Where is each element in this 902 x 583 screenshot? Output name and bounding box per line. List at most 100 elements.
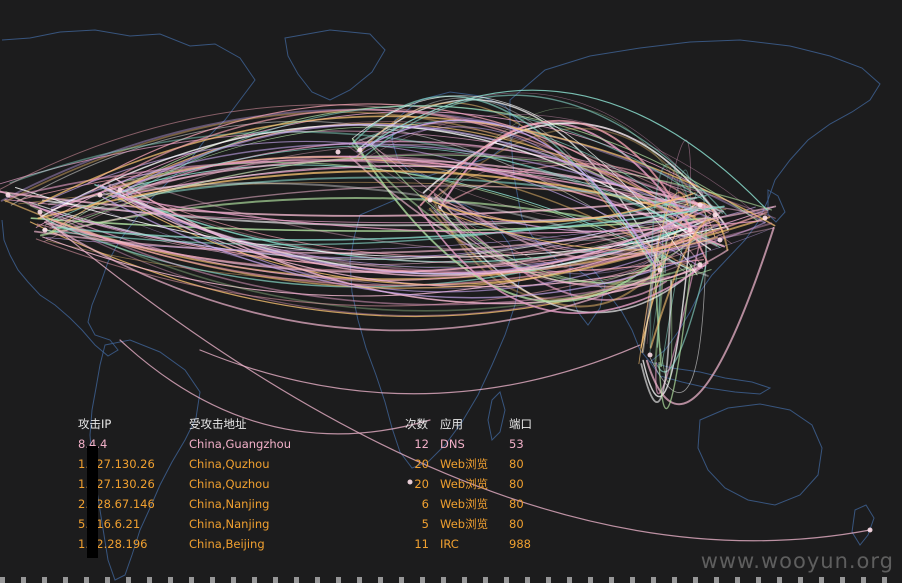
australia-outline <box>697 403 823 506</box>
attack-arc <box>357 98 663 268</box>
row-application: IRC <box>440 537 459 551</box>
attack-arc <box>46 154 773 235</box>
attack-node <box>712 212 718 218</box>
attack-node <box>697 202 703 208</box>
attack-arc <box>367 141 712 285</box>
attack-arc <box>356 119 657 267</box>
attack-arc <box>658 263 692 410</box>
row-attack-ip: 8.4.4 <box>78 437 108 451</box>
attack-arc <box>37 170 696 220</box>
attack-arc <box>29 202 671 306</box>
attack-arc <box>654 249 665 367</box>
attack-node <box>97 192 103 198</box>
row-count: 11 <box>414 537 429 551</box>
attack-arc <box>50 216 707 274</box>
attack-arc <box>360 94 727 216</box>
attack-arc <box>8 159 694 209</box>
row-port: 80 <box>509 457 524 471</box>
table-header: 攻击IP 受攻击地址 次数 应用 端口 <box>78 414 548 434</box>
row-application: Web浏览 <box>440 497 489 511</box>
attack-arc <box>437 204 697 314</box>
attack-arc <box>371 143 729 256</box>
attack-arc <box>433 209 696 285</box>
attack-arc <box>0 130 701 197</box>
row-port: 80 <box>509 517 524 531</box>
ip-redaction-bar <box>87 446 98 558</box>
row-target-address: China,Beijing <box>189 537 265 551</box>
attack-arc <box>33 205 698 259</box>
attack-arc <box>44 221 661 332</box>
attack-arc <box>51 155 726 248</box>
row-port: 80 <box>509 477 524 491</box>
attack-arc <box>36 209 770 272</box>
attack-node <box>717 237 723 243</box>
row-target-address: China,Nanjing <box>189 517 270 531</box>
row-application: Web浏览 <box>440 477 489 491</box>
attack-arc <box>657 265 707 373</box>
attack-arc <box>649 218 729 349</box>
attack-arc <box>351 95 698 276</box>
attack-arc <box>116 158 725 213</box>
attack-arc <box>361 114 755 213</box>
attack-arc <box>127 105 724 214</box>
attack-arc <box>351 138 659 303</box>
row-application: Web浏览 <box>440 457 489 471</box>
attack-node <box>427 197 433 203</box>
table-row: 1.227.130.26 China,Quzhou 20 Web浏览 80 <box>78 454 548 474</box>
attack-arc <box>39 214 871 542</box>
row-target-address: China,Guangzhou <box>189 437 291 451</box>
attack-arc <box>91 108 701 238</box>
attack-arc <box>430 206 691 275</box>
attack-arc <box>199 344 641 395</box>
row-count: 12 <box>414 437 429 451</box>
row-application: Web浏览 <box>440 517 489 531</box>
attack-node-layer <box>5 147 873 533</box>
attack-node <box>657 267 663 273</box>
attack-node <box>5 192 11 198</box>
attack-arc <box>30 217 712 232</box>
attack-arc <box>434 127 694 199</box>
attack-arc <box>105 189 773 273</box>
attack-node <box>867 527 873 533</box>
indonesia-outline <box>648 361 772 395</box>
attack-arc <box>436 208 719 251</box>
attack-node <box>37 209 43 215</box>
attack-arc <box>645 226 775 406</box>
table-row: 8.4.4 China,Guangzhou 12 DNS 53 <box>78 434 548 454</box>
attack-node <box>335 149 341 155</box>
attack-node <box>357 147 363 153</box>
europe-outline <box>391 91 521 177</box>
south-america-outline <box>89 339 201 581</box>
attack-arc <box>0 104 713 215</box>
row-count: 20 <box>414 477 429 491</box>
table-row: 1.22.28.196 China,Beijing 11 IRC 988 <box>78 534 548 554</box>
attack-arc <box>45 165 711 226</box>
attack-node <box>117 187 123 193</box>
attack-log-table: 攻击IP 受攻击地址 次数 应用 端口 8.4.4 China,Guangzho… <box>78 414 548 554</box>
africa-outline <box>349 197 521 469</box>
attack-node <box>407 479 413 485</box>
attack-arc <box>111 123 698 229</box>
new-zealand-outline <box>851 504 875 546</box>
attack-arc <box>33 205 777 255</box>
attack-arc <box>15 187 727 258</box>
attack-arc <box>50 211 768 287</box>
attack-arc <box>35 238 717 307</box>
attack-arc <box>660 279 673 383</box>
row-target-address: China,Quzhou <box>189 477 270 491</box>
header-application: 应用 <box>440 417 463 431</box>
row-count: 6 <box>421 497 429 511</box>
attack-arc <box>87 103 689 221</box>
row-port: 80 <box>509 497 524 511</box>
attack-arc <box>432 107 692 210</box>
attack-arc <box>108 185 699 277</box>
watermark: www.wooyun.org <box>700 549 894 573</box>
greenland-outline <box>284 29 386 101</box>
table-row: 1.227.130.26 China,Quzhou 20 Web浏览 80 <box>78 474 548 494</box>
header-count: 次数 <box>405 417 428 431</box>
attack-arc <box>50 126 691 234</box>
attack-arc <box>102 196 704 299</box>
attack-arc <box>37 115 776 227</box>
row-application: DNS <box>440 437 465 451</box>
